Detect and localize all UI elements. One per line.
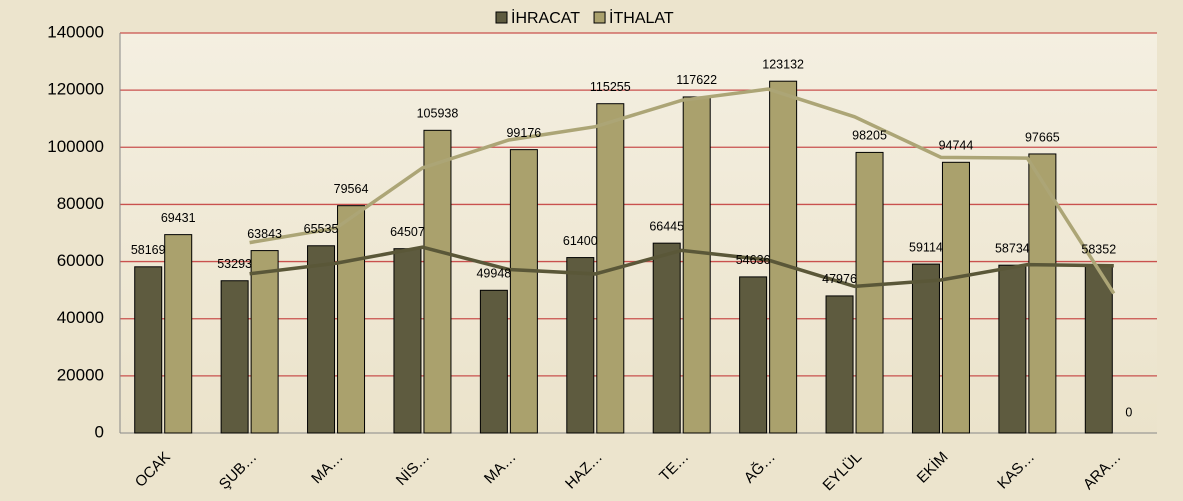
bar xyxy=(1028,153,1057,434)
y-tick-label: 20000 xyxy=(57,365,104,384)
bar xyxy=(509,149,538,434)
data-label: 69431 xyxy=(161,211,196,225)
data-label: 98205 xyxy=(852,129,887,143)
y-tick-label: 140000 xyxy=(47,22,104,41)
data-label: 117622 xyxy=(676,73,717,87)
bar xyxy=(652,242,681,434)
legend-label: İHRACAT xyxy=(511,8,580,27)
data-label: 66445 xyxy=(649,219,684,233)
data-label: 79564 xyxy=(334,182,369,196)
data-label: 54636 xyxy=(736,253,771,267)
bar xyxy=(134,266,163,434)
data-label: 65535 xyxy=(304,222,339,236)
bar xyxy=(825,295,854,434)
bar xyxy=(220,280,249,434)
bar xyxy=(479,289,508,434)
legend-label: İTHALAT xyxy=(609,8,674,27)
y-tick-label: 0 xyxy=(95,422,104,441)
data-label: 105938 xyxy=(417,107,459,121)
data-label: 58352 xyxy=(1081,243,1116,257)
bar xyxy=(1084,265,1113,434)
bar xyxy=(855,151,884,434)
data-label: 59114 xyxy=(909,240,943,254)
bar xyxy=(423,129,452,434)
data-label: 53293 xyxy=(217,257,252,271)
y-tick-label: 60000 xyxy=(57,251,104,270)
data-label: 58169 xyxy=(131,243,166,257)
bar xyxy=(769,80,798,434)
bar xyxy=(566,257,595,434)
bar xyxy=(682,96,711,434)
y-tick-label: 120000 xyxy=(47,80,104,99)
trend-line xyxy=(249,245,1114,289)
bar xyxy=(250,250,279,434)
bar xyxy=(337,205,366,434)
data-label: 99176 xyxy=(506,126,541,140)
bar xyxy=(307,245,336,434)
legend-swatch xyxy=(593,11,606,24)
bar xyxy=(393,248,422,434)
data-label: 63843 xyxy=(247,227,282,241)
bar xyxy=(911,263,940,434)
data-label: 47976 xyxy=(822,272,857,286)
y-tick-label: 80000 xyxy=(57,194,104,213)
data-label: 49948 xyxy=(476,267,511,281)
data-label: 61400 xyxy=(563,234,598,248)
bar xyxy=(941,161,970,434)
bar xyxy=(164,234,193,434)
y-tick-label: 40000 xyxy=(57,308,104,327)
data-label: 97665 xyxy=(1025,130,1060,144)
trend-line xyxy=(249,87,1116,295)
data-label: 58734 xyxy=(995,241,1030,255)
data-label: 0 xyxy=(1125,405,1132,419)
plot-area xyxy=(120,33,1157,433)
data-label: 123132 xyxy=(762,57,804,71)
data-label: 64507 xyxy=(390,225,425,239)
data-label: 94744 xyxy=(939,139,974,153)
bar xyxy=(998,264,1027,434)
bar xyxy=(739,276,768,434)
y-tick-label: 100000 xyxy=(47,137,104,156)
data-label: 115255 xyxy=(590,80,631,94)
legend-swatch xyxy=(495,11,508,24)
